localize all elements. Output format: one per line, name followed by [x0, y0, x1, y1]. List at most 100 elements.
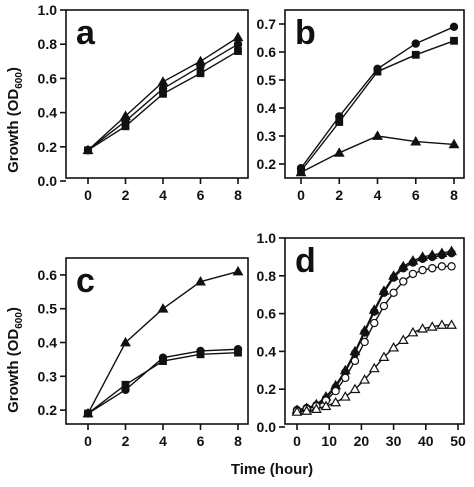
- panel-d: 0 10 20 30 40 50 0.0 0.2 0.4 0.6 0.8 1.0 d: [257, 230, 466, 449]
- y-tick-label: 0.2: [38, 139, 58, 155]
- data-point-d-2-circle-filled: [389, 273, 398, 282]
- x-tick-label: 8: [234, 187, 242, 203]
- data-point-a-2-circle-filled: [196, 62, 205, 71]
- x-tick-label: 2: [335, 187, 343, 203]
- data-point-c-1-triangle-filled: [157, 303, 169, 313]
- y-tick-label: 1.0: [257, 230, 277, 246]
- y-tick-label: 0.0: [257, 419, 277, 435]
- data-point-d-2-circle-filled: [408, 258, 418, 267]
- y-tick-label: 0.2: [257, 381, 277, 397]
- data-point-d-2-circle-filled: [418, 254, 427, 263]
- x-tick-label: 0: [293, 433, 301, 449]
- data-point-d-3-circle-open: [370, 318, 379, 328]
- data-point-b-2-square-filled: [450, 36, 458, 45]
- data-point-d-3-circle-open: [360, 337, 369, 347]
- x-tick-label: 8: [234, 433, 242, 449]
- x-tick-label: 8: [450, 187, 458, 203]
- y-tick-label: 0.7: [257, 16, 277, 32]
- x-tick-label: 50: [450, 433, 466, 449]
- data-point-d-4-triangle-open: [397, 334, 409, 344]
- data-point-d-4-triangle-open: [436, 319, 448, 329]
- panel-letter-a: a: [76, 14, 96, 52]
- data-point-d-4-triangle-open: [378, 351, 390, 361]
- data-point-a-3-square-filled: [159, 89, 167, 98]
- data-point-b-3-triangle-filled: [372, 130, 383, 140]
- data-point-a-3-square-filled: [84, 146, 92, 155]
- x-tick-label: 0: [84, 187, 92, 203]
- data-point-c-3-square-filled: [121, 380, 130, 389]
- data-point-a-3-square-filled: [121, 122, 130, 131]
- y-axis-label-top: Growth (OD600): [5, 67, 25, 173]
- y-tick-label: 0.4: [38, 105, 58, 121]
- axes-frame-a: [65, 9, 249, 179]
- series-line-a-3: [87, 50, 239, 151]
- series-line-b-1: [300, 26, 455, 169]
- x-tick-label: 4: [159, 433, 167, 449]
- x-tick-label: 2: [122, 433, 130, 449]
- x-tick-label: 4: [159, 187, 167, 203]
- panel-b: 0 2 4 6 8 0.2 0.3 0.4 0.5 0.6 0.7 b: [257, 9, 465, 203]
- y-tick-label: 0.4: [257, 343, 277, 359]
- data-point-d-3-circle-open: [437, 262, 447, 271]
- axes-frame-b: [284, 9, 465, 179]
- panel-letter-d: d: [295, 242, 316, 280]
- axes-frame-d: [284, 237, 465, 425]
- data-point-b-2-square-filled: [335, 118, 344, 126]
- data-point-d-2-circle-filled: [447, 248, 456, 258]
- data-point-d-4-triangle-open: [368, 362, 380, 373]
- panel-c: 0 2 4 6 8 0.2 0.3 0.4 0.5 0.6 c: [38, 257, 249, 449]
- x-tick-label: 30: [386, 433, 402, 449]
- x-tick-label: 20: [354, 433, 370, 449]
- y-tick-label: 0.3: [38, 368, 58, 384]
- data-point-c-1-triangle-filled: [120, 336, 131, 347]
- series-line-d-3: [296, 265, 452, 412]
- data-point-a-1-triangle-filled: [232, 31, 244, 42]
- data-point-d-4-triangle-open: [417, 323, 429, 333]
- y-tick-label: 0.3: [257, 128, 277, 144]
- data-point-c-1-triangle-filled: [195, 276, 206, 286]
- data-point-d-4-triangle-open: [426, 321, 438, 331]
- series-line-c-1: [87, 270, 239, 414]
- data-point-a-3-square-filled: [196, 69, 205, 78]
- data-point-d-4-triangle-open: [446, 319, 457, 329]
- data-point-d-3-circle-open: [428, 264, 437, 273]
- data-point-c-3-square-filled: [84, 409, 92, 418]
- data-point-d-3-circle-open: [399, 277, 408, 286]
- data-point-c-3-square-filled: [196, 350, 205, 359]
- y-tick-label: 0.2: [38, 402, 58, 418]
- series-line-d-2: [296, 252, 452, 411]
- y-tick-label: 0.2: [257, 156, 277, 172]
- data-point-d-4-triangle-open: [320, 400, 332, 411]
- data-point-d-2-circle-filled: [399, 264, 408, 273]
- panels-group: 0 2 4 6 8 0.0 0.2 0.4 0.6 0.8 1.0 a 0 2 4 6 8 0.2 0.3 0.4 0.…: [38, 2, 466, 449]
- data-point-b-1-circle-filled: [449, 22, 459, 31]
- data-point-b-3-triangle-filled: [333, 147, 345, 157]
- series-line-b-2: [300, 40, 455, 172]
- data-point-d-2-circle-filled: [350, 349, 360, 358]
- data-point-b-3-triangle-filled: [448, 138, 460, 149]
- y-tick-label: 0.4: [257, 100, 277, 116]
- data-point-d-4-triangle-open: [310, 403, 322, 413]
- data-point-d-3-circle-open: [341, 373, 350, 383]
- panel-letter-c: c: [76, 262, 95, 300]
- panel-letter-b: b: [295, 14, 316, 52]
- data-point-d-3-circle-open: [418, 265, 427, 275]
- x-tick-label: 0: [297, 187, 305, 203]
- data-point-d-4-triangle-open: [407, 326, 419, 337]
- y-tick-label: 0.4: [38, 335, 58, 351]
- x-tick-label: 6: [197, 433, 205, 449]
- data-point-b-3-triangle-filled: [410, 135, 422, 146]
- y-tick-label: 0.0: [38, 173, 58, 189]
- y-tick-label: 1.0: [38, 2, 58, 18]
- data-point-d-4-triangle-open: [301, 405, 313, 415]
- y-tick-label: 0.6: [257, 306, 277, 322]
- data-point-a-1-triangle-filled: [157, 76, 169, 86]
- data-point-b-1-circle-filled: [411, 39, 420, 48]
- data-point-b-2-square-filled: [373, 67, 382, 76]
- y-tick-label: 0.8: [38, 36, 58, 52]
- data-point-d-3-circle-open: [408, 269, 418, 279]
- data-point-d-4-triangle-open: [291, 406, 303, 416]
- data-point-d-2-circle-filled: [370, 307, 379, 316]
- y-tick-label: 0.6: [38, 70, 58, 86]
